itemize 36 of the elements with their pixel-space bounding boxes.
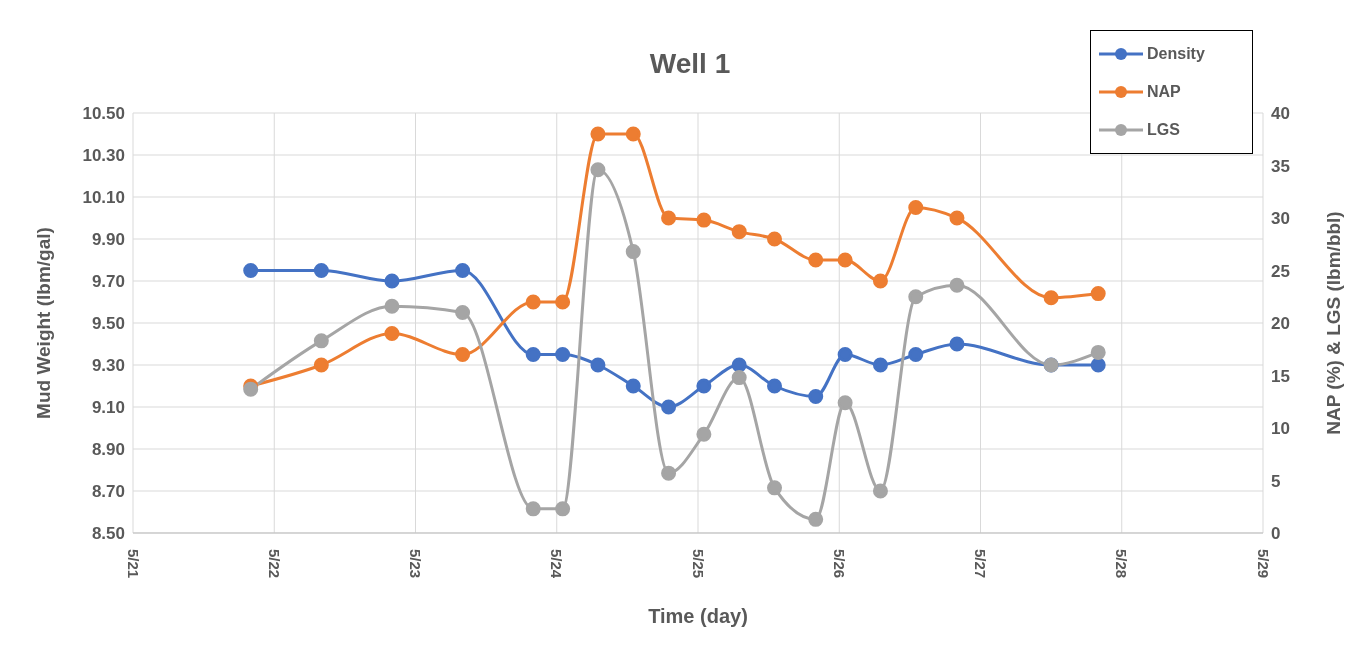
x-tick-label: 5/29 — [1254, 549, 1272, 579]
y2-tick-label: 10 — [1271, 419, 1290, 439]
y2-tick-label: 25 — [1271, 261, 1290, 281]
y2-tick-label: 35 — [1271, 156, 1290, 176]
y-axis-title: Mud Weight (lbm/gal) — [32, 227, 54, 419]
y-tick-label: 9.10 — [91, 398, 125, 418]
x-tick-label: 5/25 — [689, 549, 707, 579]
x-tick-label: 5/27 — [972, 549, 989, 579]
y-tick-label: 10.30 — [82, 146, 125, 166]
y2-axis-title: NAP (%) & LGS (lbm/bbl) — [1322, 211, 1344, 435]
legend-label: Density — [1147, 45, 1205, 63]
y-tick-label: 9.70 — [91, 272, 125, 292]
y-tick-label: 9.30 — [91, 356, 125, 376]
y-tick-label: 8.90 — [91, 440, 125, 460]
x-axis-title: Time (day) — [648, 605, 748, 627]
y2-tick-label: 15 — [1271, 366, 1290, 386]
y-tick-label: 10.50 — [82, 104, 125, 124]
y-tick-label: 8.70 — [91, 482, 125, 502]
y2-tick-label: 20 — [1271, 314, 1290, 334]
x-tick-label: 5/22 — [265, 549, 283, 579]
y2-tick-label: 30 — [1271, 209, 1290, 229]
legend-label: LGS — [1147, 121, 1180, 139]
x-tick-label: 5/24 — [548, 549, 566, 579]
y-tick-label: 10.10 — [82, 188, 125, 208]
y2-tick-label: 40 — [1271, 104, 1290, 124]
x-tick-label: 5/21 — [124, 549, 142, 579]
x-tick-label: 5/26 — [830, 549, 848, 579]
x-tick-label: 5/28 — [1113, 549, 1131, 579]
y-tick-label: 8.50 — [91, 524, 125, 544]
y-tick-label: 9.50 — [91, 314, 125, 334]
y2-tick-label: 0 — [1271, 524, 1281, 544]
x-tick-label: 5/23 — [407, 549, 424, 579]
y-tick-label: 9.90 — [91, 230, 125, 250]
legend-label: NAP — [1147, 83, 1181, 101]
chart-title: Well 1 — [649, 48, 731, 79]
y2-tick-label: 5 — [1271, 471, 1281, 491]
